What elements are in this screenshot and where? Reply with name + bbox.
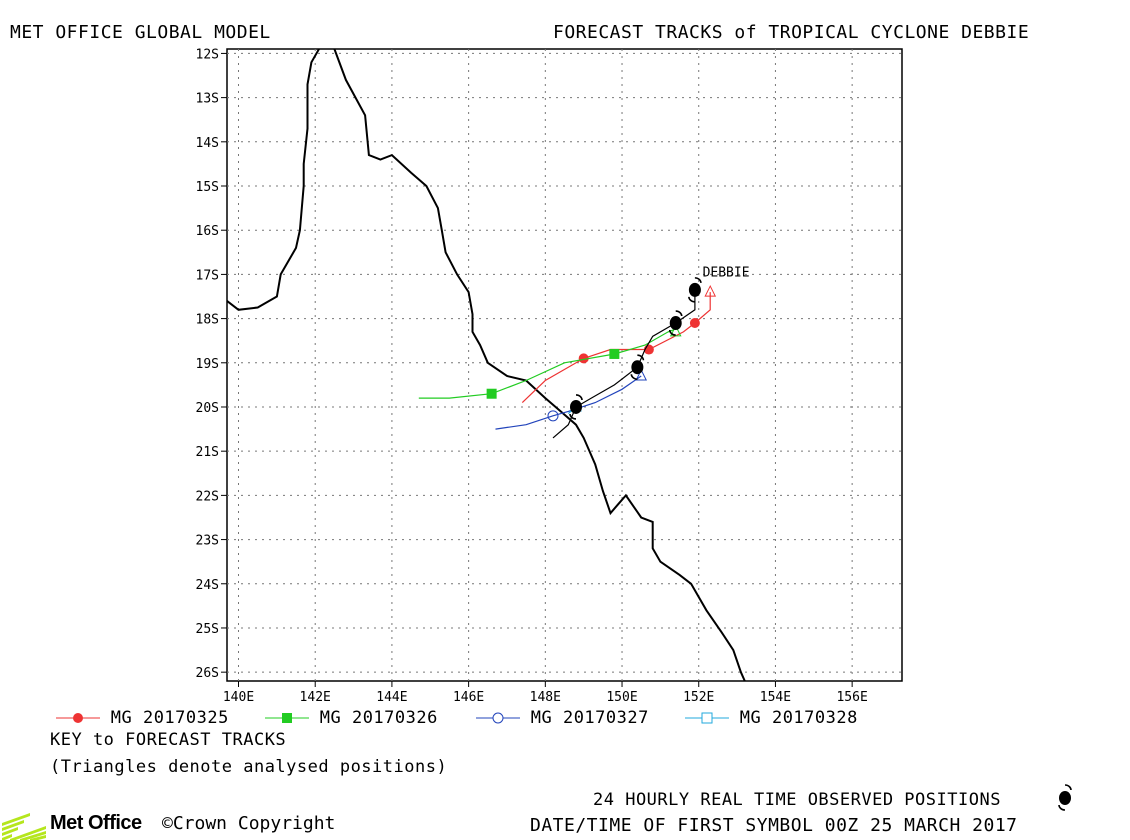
tick-label-lon: 156E: [836, 690, 867, 705]
forecast-track-line: [495, 375, 642, 430]
model-title: MET OFFICE GLOBAL MODEL: [10, 22, 271, 43]
met-office-logo-icon: [2, 813, 46, 840]
observed-positions-label: 24 HOURLY REAL TIME OBSERVED POSITIONS: [593, 790, 1001, 810]
tick-label-lon: 142E: [300, 690, 331, 705]
legend-item-mg-20170326: MG 20170326: [265, 708, 438, 728]
storm-name-label: DEBBIE: [703, 266, 750, 281]
observed-positions-text: 24 HOURLY REAL TIME OBSERVED POSITIONS: [593, 790, 1001, 810]
analysed-position-triangle: [635, 368, 648, 381]
tick-label-lat: 20S: [196, 401, 219, 416]
legend-item-mg-20170325: MG 20170325: [56, 708, 229, 728]
tick-label-lat: 25S: [196, 622, 219, 637]
tick-label-lon: 144E: [376, 690, 407, 705]
coastline-gulf: [226, 48, 320, 311]
tick-label-lon: 148E: [530, 690, 561, 705]
legend-label: MG 20170327: [530, 708, 649, 728]
forecast-marker-circle: [689, 318, 700, 329]
tick-label-lat: 17S: [196, 268, 219, 283]
cyclone-symbol-icon: [1058, 784, 1072, 811]
forecast-track-line: [418, 326, 680, 399]
tick-label-lat: 12S: [196, 47, 219, 62]
copyright-notice: ©Crown Copyright: [162, 813, 336, 834]
legend-label: MG 20170326: [319, 708, 438, 728]
tick-label-lat: 23S: [196, 534, 219, 549]
tick-label-lat: 13S: [196, 92, 219, 107]
tick-label-lon: 150E: [606, 690, 637, 705]
legend-item-mg-20170328: MG 20170328: [685, 708, 858, 728]
tick-label-lon: 152E: [683, 690, 714, 705]
forecast-marker-square: [609, 348, 620, 359]
legend-item-mg-20170327: MG 20170327: [476, 708, 649, 728]
key-note: (Triangles denote analysed positions): [50, 757, 448, 777]
first-symbol-datetime: DATE/TIME OF FIRST SYMBOL 00Z 25 MARCH 2…: [530, 815, 1018, 836]
tick-label-lat: 21S: [196, 445, 219, 460]
tick-label-lat: 18S: [196, 313, 219, 328]
legend-marker-blue-circle: [476, 712, 520, 724]
tick-label-lat: 19S: [196, 357, 219, 372]
met-office-logo-text: Met Office: [50, 812, 142, 834]
forecast-marker-circle: [578, 353, 589, 364]
map-frame: [226, 48, 903, 682]
tick-label-lat: 22S: [196, 489, 219, 504]
tick-label-lon: 140E: [223, 690, 254, 705]
legend-marker-cyan-square: [685, 712, 729, 724]
coastline-east: [333, 48, 746, 682]
key-title: KEY to FORECAST TRACKS: [50, 730, 287, 750]
chart-title: FORECAST TRACKS of TROPICAL CYCLONE DEBB…: [553, 22, 1030, 43]
cyclone-symbol-icon: [569, 394, 583, 420]
tick-label-lat: 15S: [196, 180, 219, 195]
tick-label-lat: 14S: [196, 136, 219, 151]
forecast-marker-square: [486, 388, 497, 399]
tick-label-lon: 146E: [453, 690, 484, 705]
cyclone-symbol-icon: [630, 354, 645, 381]
legend-marker-green-square: [265, 713, 309, 723]
analysed-position-triangle: [669, 324, 682, 337]
forecast-marker-open-circle: [547, 410, 559, 422]
tick-label-lat: 24S: [196, 578, 219, 593]
legend-label: MG 20170325: [110, 708, 229, 728]
legend-label: MG 20170328: [739, 708, 858, 728]
cyclone-symbol-icon: [668, 310, 683, 336]
tick-label-lat: 26S: [196, 666, 219, 681]
tick-label-lat: 16S: [196, 224, 219, 239]
tick-label-lon: 154E: [760, 690, 791, 705]
cyclone-symbol-icon: [688, 277, 702, 303]
legend-marker-red-circle: [56, 713, 100, 723]
analysed-position-triangle: [704, 284, 717, 297]
